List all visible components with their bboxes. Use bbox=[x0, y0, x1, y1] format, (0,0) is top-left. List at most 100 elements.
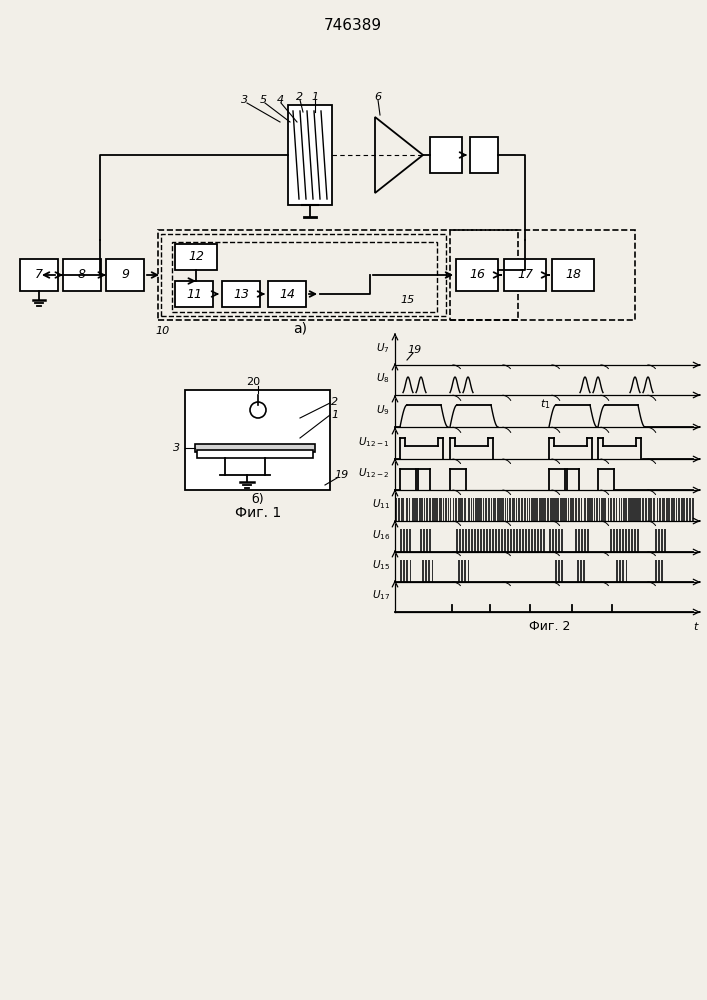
Bar bbox=[645, 498, 647, 521]
Bar bbox=[175, 281, 213, 307]
Bar bbox=[513, 529, 515, 552]
Text: t: t bbox=[706, 454, 707, 464]
Bar bbox=[288, 105, 332, 205]
Bar bbox=[471, 529, 472, 552]
Bar bbox=[564, 498, 567, 521]
Text: 3: 3 bbox=[241, 95, 249, 105]
Bar bbox=[456, 529, 457, 552]
Text: t: t bbox=[706, 577, 707, 587]
Bar bbox=[402, 498, 403, 521]
Text: t: t bbox=[706, 547, 707, 557]
Bar bbox=[175, 244, 217, 270]
Bar bbox=[607, 498, 609, 521]
Bar bbox=[468, 529, 469, 552]
Bar bbox=[501, 529, 503, 552]
Bar bbox=[655, 560, 657, 582]
Bar bbox=[613, 529, 614, 552]
Bar bbox=[556, 498, 559, 521]
Bar bbox=[20, 259, 58, 291]
Bar bbox=[431, 498, 433, 521]
Bar bbox=[426, 529, 428, 552]
Bar bbox=[521, 498, 523, 521]
Bar bbox=[268, 281, 306, 307]
Bar bbox=[575, 498, 577, 521]
Bar bbox=[616, 498, 617, 521]
Text: 1: 1 bbox=[332, 410, 339, 420]
Bar bbox=[666, 498, 668, 521]
Bar bbox=[431, 560, 433, 582]
Bar bbox=[631, 498, 633, 521]
Bar bbox=[450, 230, 635, 320]
Bar bbox=[426, 498, 428, 521]
Bar bbox=[662, 560, 663, 582]
Bar bbox=[63, 259, 101, 291]
Bar bbox=[409, 498, 410, 521]
Bar bbox=[540, 529, 542, 552]
Bar bbox=[497, 498, 499, 521]
Bar bbox=[628, 498, 630, 521]
Bar bbox=[638, 498, 641, 521]
Bar bbox=[543, 529, 544, 552]
Bar bbox=[400, 560, 402, 582]
Bar bbox=[504, 259, 546, 291]
Bar bbox=[650, 498, 652, 521]
Bar bbox=[429, 498, 431, 521]
Bar bbox=[414, 498, 416, 521]
Text: 6: 6 bbox=[375, 92, 382, 102]
Bar bbox=[428, 560, 430, 582]
Bar bbox=[584, 529, 585, 552]
Bar bbox=[578, 529, 580, 552]
Bar bbox=[547, 498, 549, 521]
Bar bbox=[462, 529, 464, 552]
Bar bbox=[420, 529, 421, 552]
Bar bbox=[636, 498, 638, 521]
Bar bbox=[455, 498, 457, 521]
Bar bbox=[599, 498, 600, 521]
Bar bbox=[395, 498, 397, 521]
Bar bbox=[507, 529, 508, 552]
Text: 2: 2 bbox=[296, 92, 303, 102]
Bar bbox=[661, 529, 662, 552]
Bar bbox=[467, 560, 469, 582]
Bar bbox=[423, 498, 426, 521]
Bar bbox=[448, 498, 449, 521]
Bar bbox=[552, 259, 594, 291]
Bar bbox=[616, 560, 617, 582]
Bar bbox=[468, 498, 469, 521]
Bar bbox=[631, 529, 633, 552]
Bar bbox=[406, 529, 407, 552]
Bar bbox=[604, 498, 607, 521]
Bar bbox=[409, 529, 411, 552]
Text: $t_1$: $t_1$ bbox=[539, 397, 550, 411]
Bar bbox=[489, 529, 491, 552]
Bar bbox=[492, 529, 493, 552]
Bar bbox=[543, 498, 546, 521]
Bar bbox=[222, 281, 260, 307]
Bar bbox=[621, 498, 622, 521]
Bar bbox=[561, 529, 563, 552]
Text: 9: 9 bbox=[121, 268, 129, 282]
Bar bbox=[519, 529, 520, 552]
Bar bbox=[406, 498, 408, 521]
Bar bbox=[537, 529, 539, 552]
Bar bbox=[498, 529, 500, 552]
Text: б): б) bbox=[252, 493, 264, 506]
Bar bbox=[422, 560, 423, 582]
Bar bbox=[483, 529, 484, 552]
Bar bbox=[552, 529, 554, 552]
Bar bbox=[677, 498, 679, 521]
Bar bbox=[622, 529, 624, 552]
Bar bbox=[584, 498, 586, 521]
Bar bbox=[470, 137, 498, 173]
Bar bbox=[591, 498, 593, 521]
Text: $U_{17}$: $U_{17}$ bbox=[372, 588, 390, 602]
Bar bbox=[504, 529, 506, 552]
Bar bbox=[458, 498, 460, 521]
Text: $U_8$: $U_8$ bbox=[376, 371, 390, 385]
Text: 12: 12 bbox=[188, 250, 204, 263]
Bar bbox=[518, 498, 520, 521]
Bar bbox=[575, 529, 576, 552]
Bar bbox=[195, 444, 315, 452]
Bar bbox=[610, 529, 612, 552]
Bar bbox=[491, 498, 492, 521]
